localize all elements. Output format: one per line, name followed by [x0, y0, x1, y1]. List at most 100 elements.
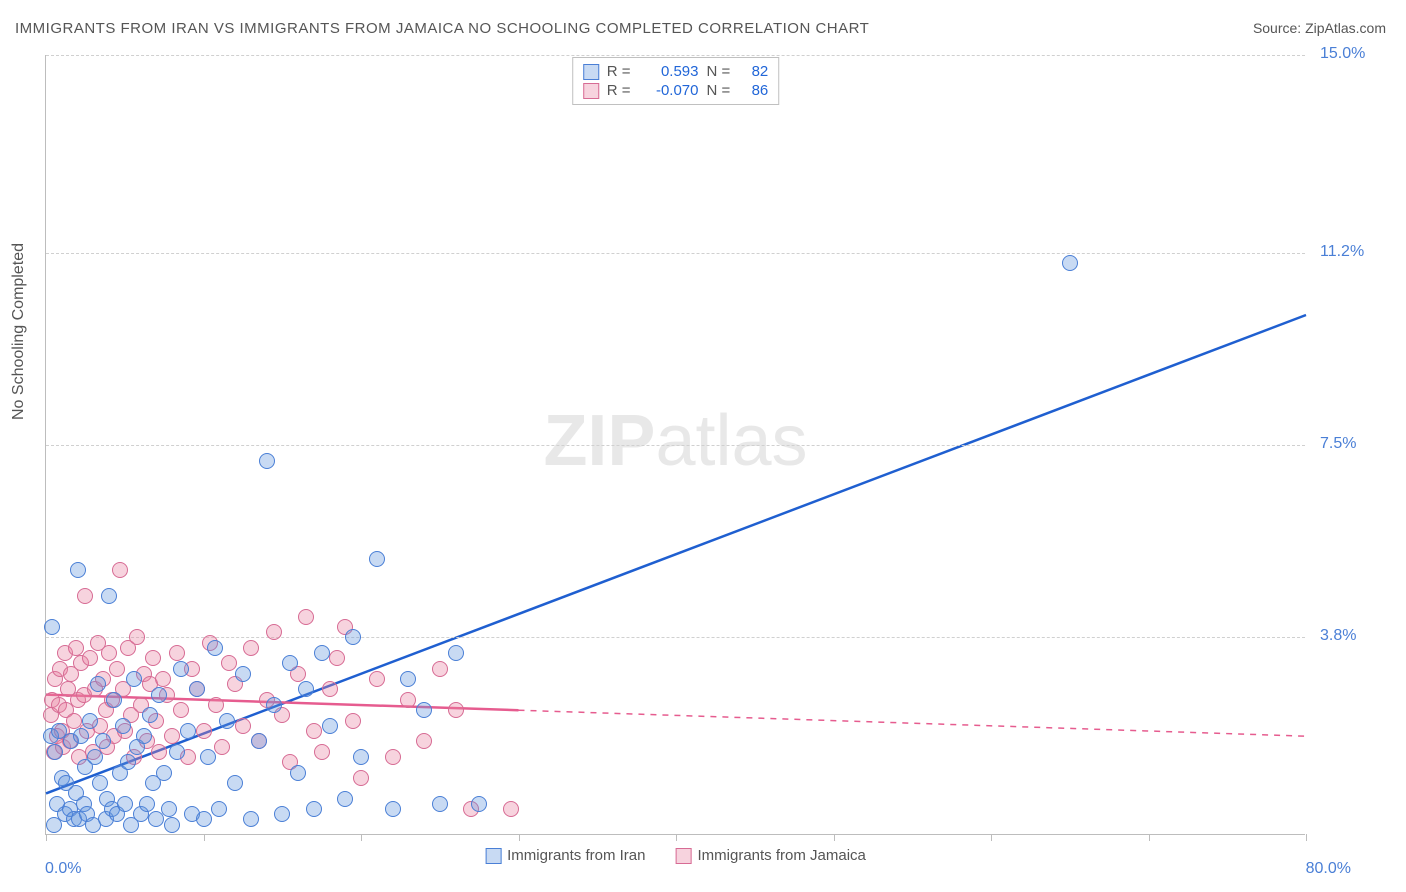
scatter-point-iran [471, 796, 487, 812]
scatter-point-jamaica [196, 723, 212, 739]
legend-swatch-iran-2 [485, 848, 501, 864]
scatter-point-jamaica [243, 640, 259, 656]
scatter-point-iran [90, 676, 106, 692]
scatter-point-jamaica [298, 609, 314, 625]
x-axis-max-label: 80.0% [1306, 860, 1351, 878]
scatter-point-iran [156, 765, 172, 781]
scatter-point-iran [369, 551, 385, 567]
x-tick [1149, 834, 1150, 841]
scatter-point-iran [314, 645, 330, 661]
scatter-point-iran [151, 687, 167, 703]
scatter-point-iran [290, 765, 306, 781]
scatter-point-iran [251, 733, 267, 749]
legend-item-iran: Immigrants from Iran [485, 847, 645, 864]
scatter-point-jamaica [112, 562, 128, 578]
scatter-point-iran [115, 718, 131, 734]
scatter-point-iran [142, 707, 158, 723]
scatter-point-jamaica [345, 713, 361, 729]
scatter-point-iran [196, 811, 212, 827]
scatter-point-iran [227, 775, 243, 791]
scatter-point-iran [95, 733, 111, 749]
x-tick [204, 834, 205, 841]
trend-line-dashed-jamaica [519, 710, 1307, 736]
scatter-point-jamaica [329, 650, 345, 666]
source-attribution: Source: ZipAtlas.com [1253, 20, 1386, 36]
scatter-point-jamaica [235, 718, 251, 734]
x-tick [676, 834, 677, 841]
legend-label-jamaica: Immigrants from Jamaica [698, 847, 866, 864]
y-tick-label: 3.8% [1320, 627, 1356, 645]
scatter-point-iran [432, 796, 448, 812]
x-tick [834, 834, 835, 841]
scatter-point-jamaica [82, 650, 98, 666]
scatter-point-jamaica [306, 723, 322, 739]
scatter-point-iran [219, 713, 235, 729]
scatter-point-iran [44, 619, 60, 635]
x-axis-min-label: 0.0% [45, 860, 81, 878]
scatter-point-iran [92, 775, 108, 791]
scatter-point-iran [136, 728, 152, 744]
x-tick [991, 834, 992, 841]
scatter-point-iran [117, 796, 133, 812]
x-tick [46, 834, 47, 841]
scatter-point-iran [126, 671, 142, 687]
scatter-point-jamaica [353, 770, 369, 786]
x-tick [519, 834, 520, 841]
plot-area: ZIPatlas R = 0.593 N = 82 R = -0.070 N =… [45, 55, 1305, 835]
scatter-point-iran [200, 749, 216, 765]
gridline [46, 445, 1305, 446]
legend-swatch-jamaica-2 [676, 848, 692, 864]
gridline [46, 253, 1305, 254]
gridline [46, 637, 1305, 638]
scatter-point-jamaica [385, 749, 401, 765]
scatter-point-iran [180, 723, 196, 739]
scatter-point-iran [235, 666, 251, 682]
scatter-point-jamaica [314, 744, 330, 760]
y-axis-title: No Schooling Completed [10, 243, 28, 420]
source-prefix: Source: [1253, 20, 1305, 36]
scatter-point-jamaica [369, 671, 385, 687]
scatter-point-jamaica [151, 744, 167, 760]
source-name: ZipAtlas.com [1305, 20, 1386, 36]
scatter-point-jamaica [155, 671, 171, 687]
scatter-point-jamaica [101, 645, 117, 661]
legend-item-jamaica: Immigrants from Jamaica [676, 847, 866, 864]
scatter-point-iran [106, 692, 122, 708]
scatter-point-jamaica [503, 801, 519, 817]
legend-series: Immigrants from Iran Immigrants from Jam… [485, 847, 866, 864]
scatter-point-iran [164, 817, 180, 833]
scatter-point-iran [189, 681, 205, 697]
scatter-point-iran [243, 811, 259, 827]
scatter-point-iran [322, 718, 338, 734]
scatter-point-iran [87, 749, 103, 765]
scatter-point-iran [161, 801, 177, 817]
scatter-point-jamaica [164, 728, 180, 744]
scatter-point-iran [448, 645, 464, 661]
scatter-point-iran [337, 791, 353, 807]
scatter-point-iran [207, 640, 223, 656]
scatter-point-iran [259, 453, 275, 469]
scatter-point-jamaica [448, 702, 464, 718]
scatter-point-jamaica [416, 733, 432, 749]
scatter-point-iran [400, 671, 416, 687]
scatter-point-iran [173, 661, 189, 677]
scatter-point-jamaica [68, 640, 84, 656]
scatter-point-jamaica [109, 661, 125, 677]
scatter-point-iran [385, 801, 401, 817]
scatter-point-iran [416, 702, 432, 718]
scatter-point-iran [70, 562, 86, 578]
x-tick [361, 834, 362, 841]
scatter-point-jamaica [266, 624, 282, 640]
scatter-point-iran [1062, 255, 1078, 271]
scatter-point-iran [120, 754, 136, 770]
scatter-point-jamaica [400, 692, 416, 708]
y-tick-label: 15.0% [1320, 45, 1365, 63]
scatter-point-iran [345, 629, 361, 645]
scatter-point-iran [82, 713, 98, 729]
scatter-point-jamaica [432, 661, 448, 677]
scatter-point-jamaica [173, 702, 189, 718]
scatter-point-iran [139, 796, 155, 812]
scatter-point-jamaica [77, 588, 93, 604]
scatter-point-iran [274, 806, 290, 822]
scatter-point-iran [73, 728, 89, 744]
